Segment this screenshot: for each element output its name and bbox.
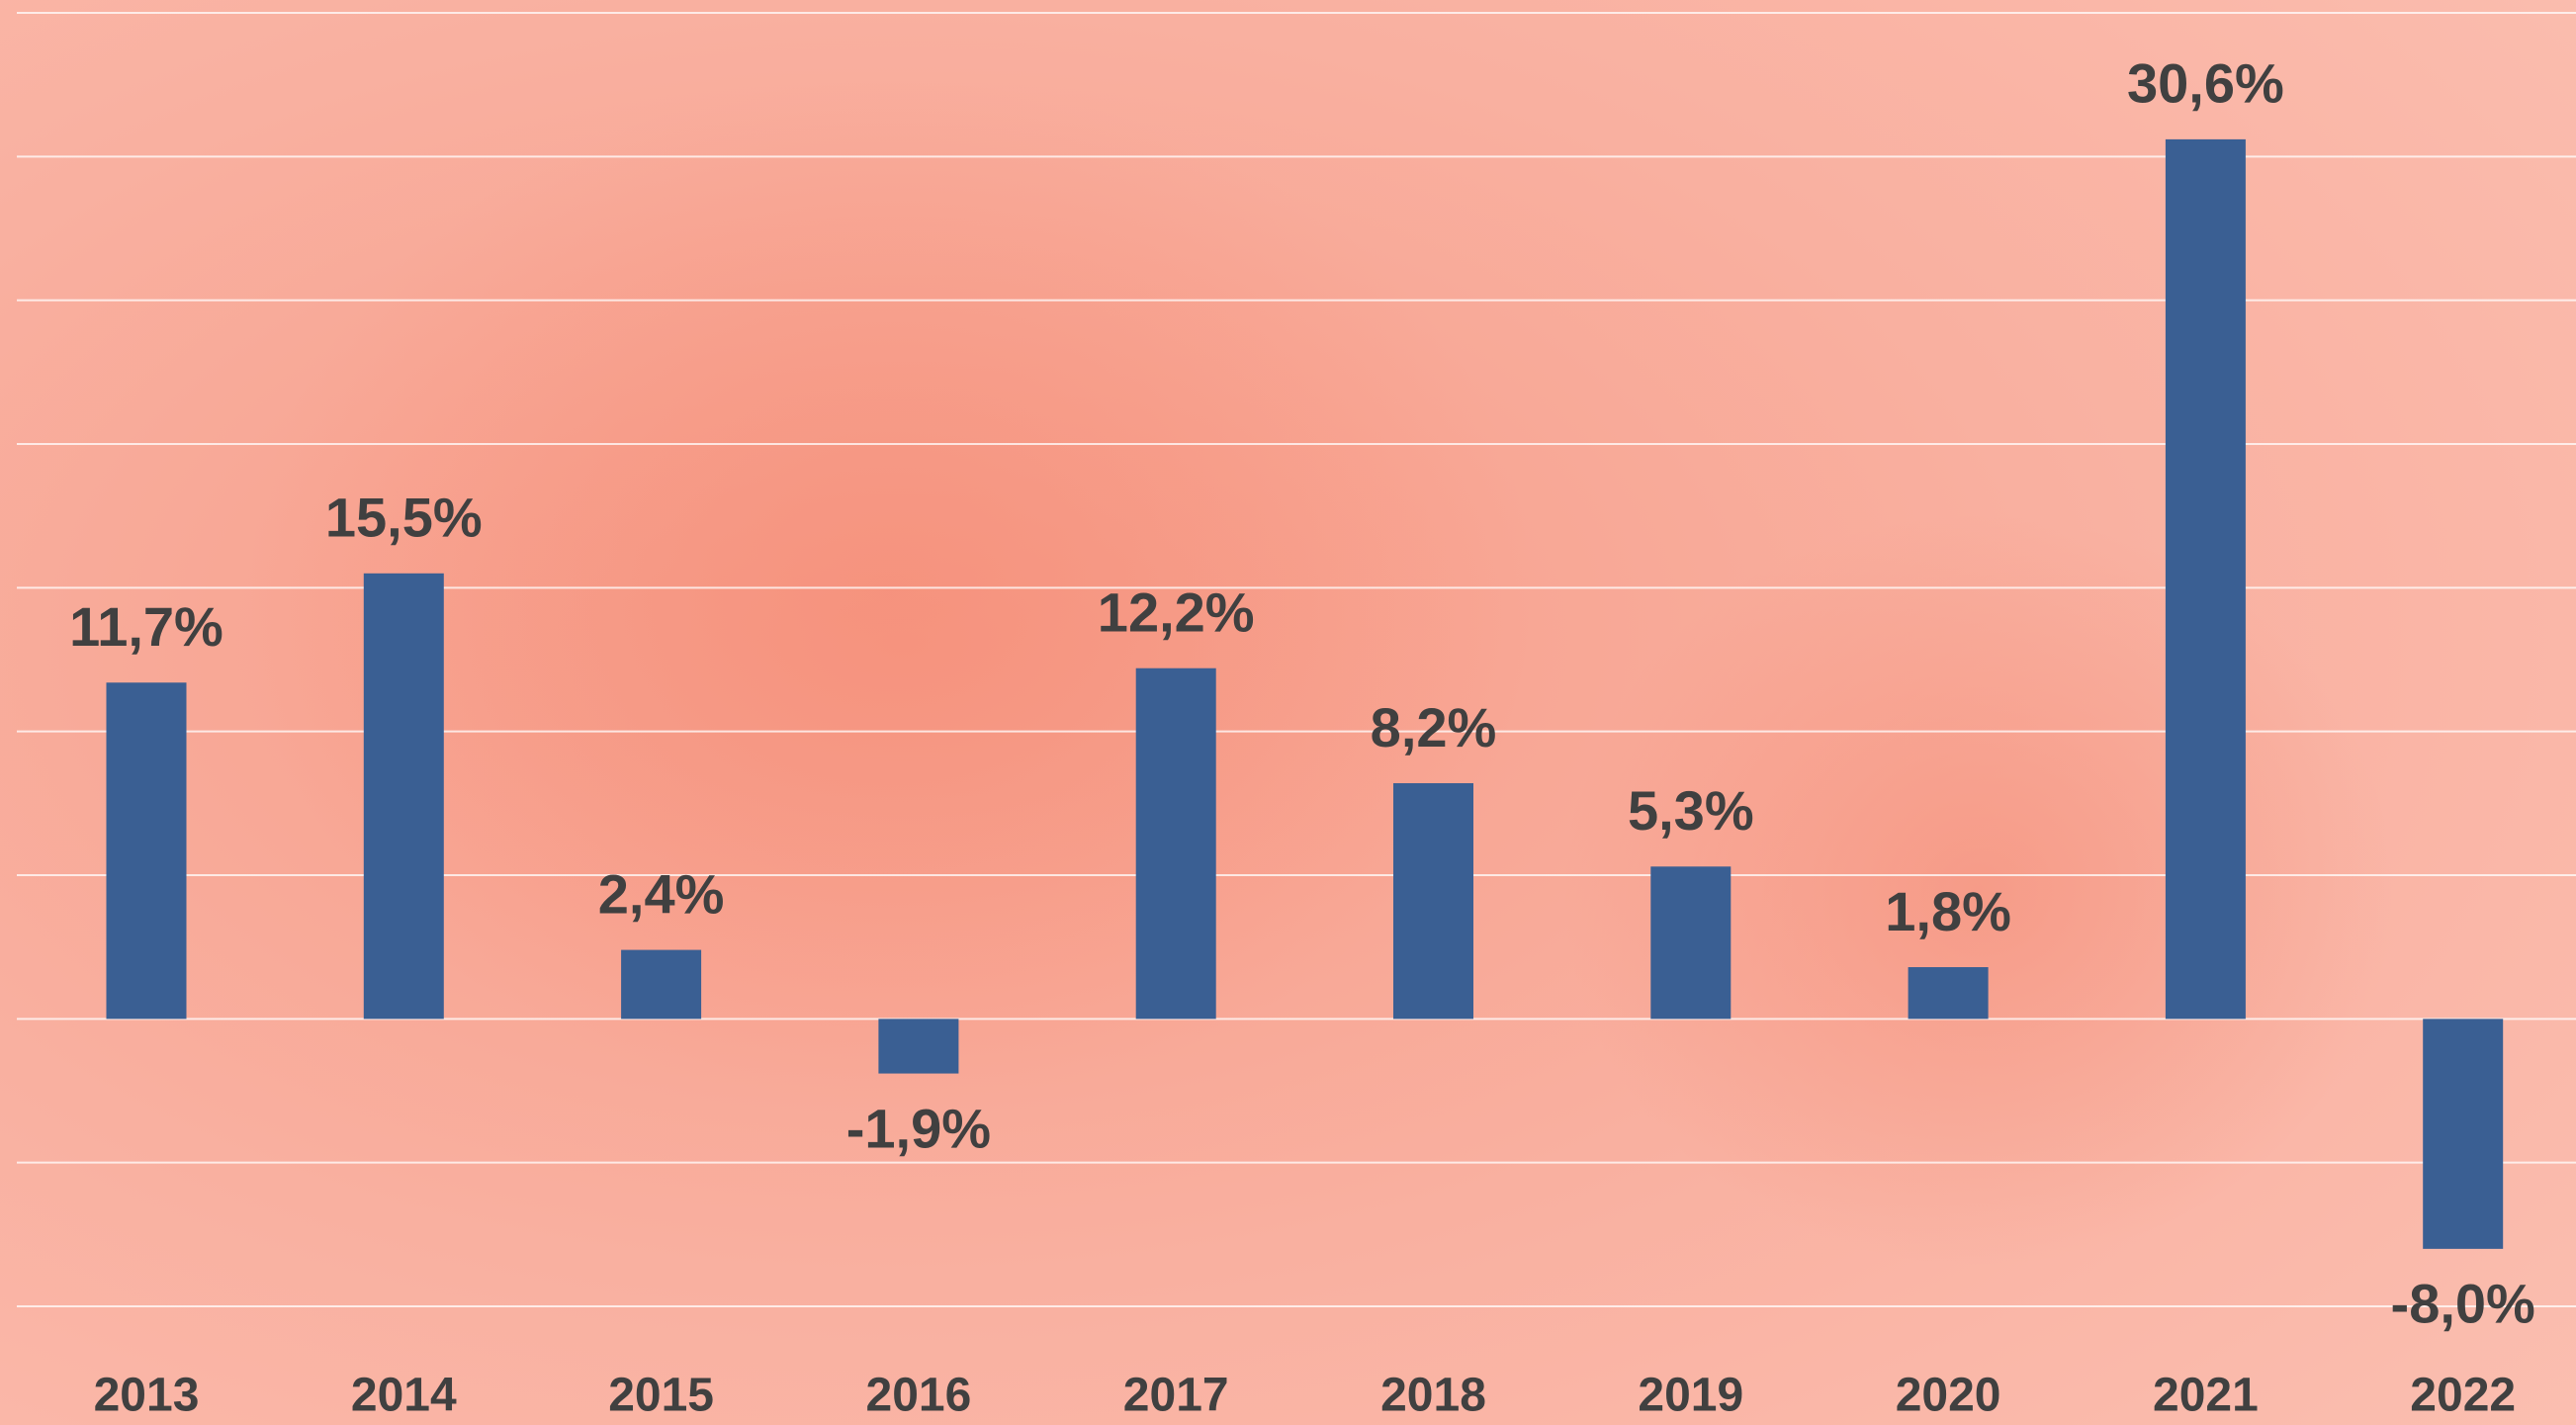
value-label: 5,3% <box>1628 779 1754 842</box>
value-label: 1,8% <box>1885 880 2011 942</box>
value-label: 8,2% <box>1371 696 1497 758</box>
x-tick-label: 2021 <box>2153 1370 2259 1422</box>
chart: 11,7% 2013 15,5% 2014 2,4% 2015 -1,9% 2016 12,2%… <box>0 0 2576 1425</box>
bar <box>621 950 701 1020</box>
x-tick-label: 2022 <box>2410 1370 2516 1422</box>
bar <box>1909 967 1989 1019</box>
bar <box>1136 668 1216 1020</box>
value-label: 11,7% <box>69 595 223 658</box>
x-tick-label: 2016 <box>866 1370 972 1422</box>
x-tick-label: 2018 <box>1380 1370 1486 1422</box>
value-label: 12,2% <box>1098 581 1255 644</box>
value-label: 15,5% <box>325 487 483 549</box>
value-label: -8,0% <box>2391 1273 2535 1335</box>
bar <box>2166 139 2246 1019</box>
value-label: -1,9% <box>846 1097 991 1159</box>
value-label: 30,6% <box>2127 52 2284 115</box>
value-label: 2,4% <box>598 862 725 925</box>
bar <box>364 574 444 1020</box>
bar <box>2423 1019 2503 1249</box>
x-tick-label: 2015 <box>608 1370 714 1422</box>
bar <box>107 682 187 1019</box>
x-tick-label: 2013 <box>94 1370 200 1422</box>
page: 11,7% 2013 15,5% 2014 2,4% 2015 -1,9% 2016 12,2%… <box>0 0 2576 1425</box>
x-tick-label: 2017 <box>1123 1370 1229 1422</box>
bar <box>1650 866 1731 1019</box>
bar <box>878 1019 958 1073</box>
x-tick-label: 2014 <box>351 1370 457 1422</box>
x-tick-label: 2019 <box>1638 1370 1743 1422</box>
bar <box>1393 783 1473 1019</box>
x-tick-label: 2020 <box>1896 1370 2001 1422</box>
